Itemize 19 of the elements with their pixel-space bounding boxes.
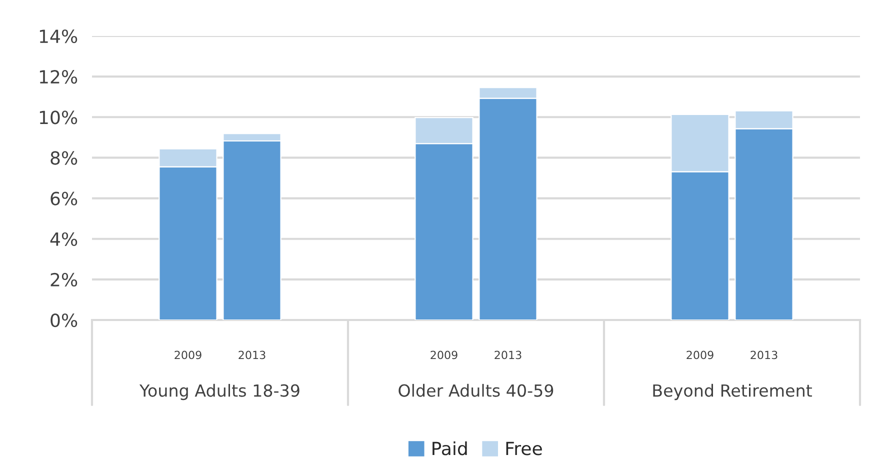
y-tick-label: 0% (50, 313, 78, 328)
x-tick-label: 2009 (174, 350, 202, 360)
y-tick-label: 2% (50, 272, 78, 287)
y-tick-label: 12% (40, 70, 78, 84)
y-tick-label: 8% (50, 151, 78, 165)
text: Young Adults 18-39 (139, 384, 300, 400)
x-tick-label: 2013 (750, 350, 778, 360)
x-tick-label: 2013 (238, 350, 266, 360)
x-tick-label: 2013 (494, 350, 522, 360)
y-tick-label: 4% (50, 232, 78, 246)
x-tick-label: 2009 (686, 350, 714, 360)
legend-label: Paid (432, 441, 467, 456)
x-tick-label: 2009 (430, 350, 458, 360)
text: Beyond Retirement (653, 384, 812, 400)
text: Older Adults 40-59 (398, 384, 554, 397)
y-tick-label: 6% (50, 192, 78, 206)
y-tick-label: 10% (40, 110, 78, 124)
y-tick-label: 14% (40, 29, 78, 44)
legend-label: Free (506, 442, 542, 456)
